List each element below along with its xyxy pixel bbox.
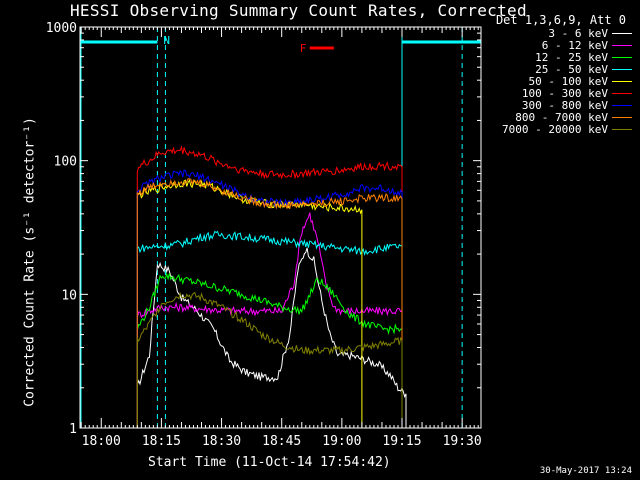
legend-item: 50 - 100 keV xyxy=(478,75,638,88)
legend-item-label: 50 - 100 keV xyxy=(528,75,608,88)
legend-item-label: 7000 - 20000 keV xyxy=(502,123,608,136)
series-line xyxy=(136,145,403,428)
night-marker-label: N xyxy=(163,34,170,47)
axis-layer: 1 10 100 1000 18:00 18:15 18:30 18:45 19:00 19:15… xyxy=(46,21,482,449)
legend-item: 100 - 300 keV xyxy=(478,87,638,100)
series-line xyxy=(136,291,403,428)
legend-item-swatch xyxy=(612,57,632,58)
legend-item-swatch xyxy=(612,81,632,82)
legend-item: 300 - 800 keV xyxy=(478,99,638,112)
x-tick-label: 18:15 xyxy=(142,434,181,449)
legend-title: Det 1,3,6,9, Att 0 xyxy=(495,13,626,27)
y-tick-label: 1000 xyxy=(46,21,77,36)
y-tick-label: 100 xyxy=(54,155,77,170)
legend-item: 3 - 6 keV xyxy=(478,27,638,40)
chart-title: HESSI Observing Summary Count Rates, Cor… xyxy=(70,1,527,20)
legend-item-swatch xyxy=(612,93,632,94)
legend-item-label: 3 - 6 keV xyxy=(548,27,608,40)
flare-marker-label: F xyxy=(300,42,307,55)
y-tick-label: 10 xyxy=(61,288,77,303)
legend-item: 25 - 50 keV xyxy=(478,63,638,76)
legend-item: 6 - 12 keV xyxy=(478,39,638,52)
series-line xyxy=(136,230,403,428)
legend-item-label: 800 - 7000 keV xyxy=(515,111,608,124)
date-stamp: 30-May-2017 13:24 xyxy=(539,466,632,476)
series-line xyxy=(136,272,403,428)
legend-item-swatch xyxy=(612,69,632,70)
legend-item-swatch xyxy=(612,117,632,118)
legend-item-swatch xyxy=(612,33,632,34)
legend-item-swatch xyxy=(612,105,632,106)
y-tick-label: 1 xyxy=(69,422,77,437)
x-tick-label: 18:30 xyxy=(202,434,241,449)
x-tick-label: 18:00 xyxy=(82,434,121,449)
plot-frame xyxy=(79,26,482,429)
legend-item: 7000 - 20000 keV xyxy=(478,123,638,136)
legend-item: 800 - 7000 keV xyxy=(478,111,638,124)
legend-item-label: 6 - 12 keV xyxy=(541,39,608,52)
legend-item-swatch xyxy=(612,129,632,130)
series-line xyxy=(136,177,403,428)
y-axis-label: Corrected Count Rate (s⁻¹ detector⁻¹) xyxy=(22,117,38,407)
series-layer xyxy=(136,145,407,428)
legend-item-swatch xyxy=(612,45,632,46)
legend-item-label: 12 - 25 keV xyxy=(535,51,608,64)
x-tick-label: 19:00 xyxy=(322,434,361,449)
legend-item-label: 100 - 300 keV xyxy=(521,87,608,100)
series-line xyxy=(136,169,403,428)
legend-item: 12 - 25 keV xyxy=(478,51,638,64)
x-tick-label: 18:45 xyxy=(262,434,301,449)
legend-item-label: 25 - 50 keV xyxy=(535,63,608,76)
x-tick-label: 19:30 xyxy=(443,434,482,449)
legend-item-label: 300 - 800 keV xyxy=(521,99,608,112)
x-tick-label: 19:15 xyxy=(382,434,421,449)
x-axis-label: Start Time (11-Oct-14 17:54:42) xyxy=(148,455,391,470)
series-line xyxy=(136,212,403,428)
